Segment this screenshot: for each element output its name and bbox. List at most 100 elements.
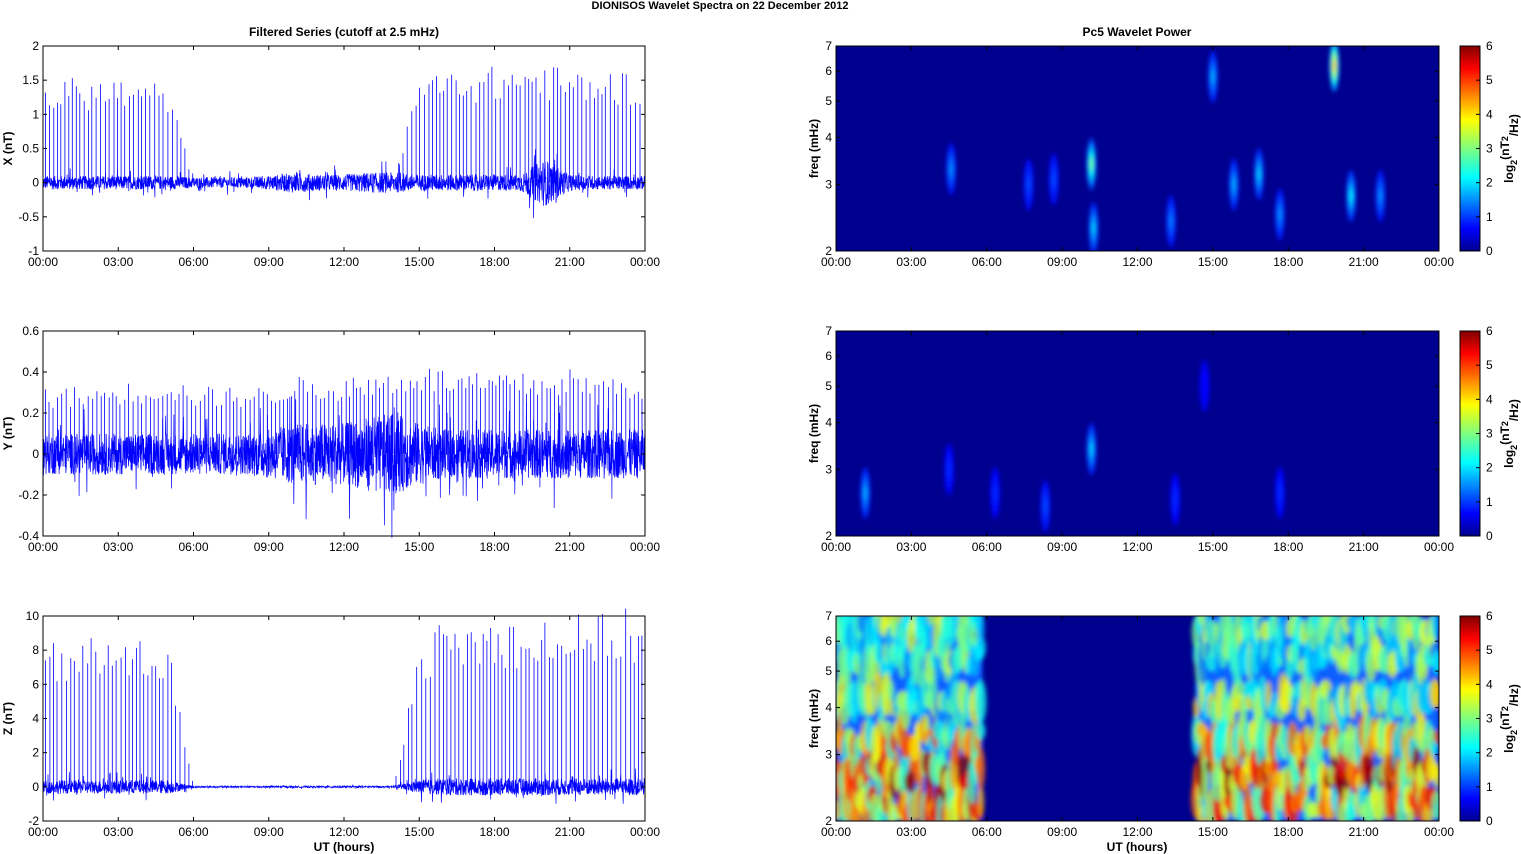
line-panel-1-xtick-label: 06:00 bbox=[178, 255, 208, 269]
line-panel-3-xtick-label: 21:00 bbox=[555, 825, 585, 839]
heatmap-panel-1-xtick-label: 21:00 bbox=[1349, 255, 1379, 269]
line-panel-1-ytick-label: 1.5 bbox=[22, 73, 39, 87]
heatmap-panel-2-power-blob bbox=[863, 486, 867, 500]
line-panel-2-ytick-label: 0 bbox=[32, 447, 39, 461]
heatmap-panel-2-blobs bbox=[860, 360, 1285, 533]
heatmap-panel-1-colorbar-tick-label: 2 bbox=[1486, 176, 1493, 190]
heatmap-panel-2-ytick-label: 2 bbox=[825, 529, 832, 543]
heatmap-panel-3-power-cell bbox=[976, 616, 985, 647]
line-panel-3-xtick-label: 18:00 bbox=[479, 825, 509, 839]
line-panel-3-xtick-label: 06:00 bbox=[178, 825, 208, 839]
line-panel-1-xtick-label: 18:00 bbox=[479, 255, 509, 269]
line-panel-2-xtick-label: 09:00 bbox=[254, 540, 284, 554]
heatmap-panel-1-xtick-label: 00:00 bbox=[1424, 255, 1454, 269]
line-panel-3-xtick-label: 15:00 bbox=[404, 825, 434, 839]
heatmap-panel-2-xtick-label: 00:00 bbox=[821, 540, 851, 554]
heatmap-panel-3-ylabel: freq (mHz) bbox=[807, 689, 821, 748]
heatmap-panel-1-ytick-label: 7 bbox=[825, 39, 832, 53]
heatmap-panel-2-colorbar-tick-label: 6 bbox=[1486, 324, 1493, 338]
line-panel-1-xtick-label: 00:00 bbox=[28, 255, 58, 269]
line-panel-1-ytick-label: 2 bbox=[32, 39, 39, 53]
heatmap-panel-3-xtick-label: 21:00 bbox=[1349, 825, 1379, 839]
heatmap-panel-3-xtick-label: 09:00 bbox=[1047, 825, 1077, 839]
line-panel-2-xtick-label: 15:00 bbox=[404, 540, 434, 554]
heatmap-panel-3-power-cell bbox=[1432, 650, 1439, 675]
heatmap-panel-2-xtick-label: 06:00 bbox=[972, 540, 1002, 554]
line-panel-3-xtick-label: 09:00 bbox=[254, 825, 284, 839]
heatmap-panel-3-power-cell bbox=[881, 720, 893, 740]
line-panel-2-ytick-label: 0.2 bbox=[22, 406, 39, 420]
heatmap-panel-3-xtick-label: 06:00 bbox=[972, 825, 1002, 839]
line-panel-3-ytick-label: 8 bbox=[32, 643, 39, 657]
line-panel-2-xtick-label: 00:00 bbox=[630, 540, 660, 554]
line-panel-1-ylabel: X (nT) bbox=[1, 132, 15, 166]
heatmap-panel-2-power-blob bbox=[1089, 442, 1093, 456]
line-panel-2-xtick-label: 03:00 bbox=[103, 540, 133, 554]
line-panel-2-ytick-label: 0.4 bbox=[22, 365, 39, 379]
heatmap-panel-2-ytick-label: 3 bbox=[825, 463, 832, 477]
figure-title: DIONISOS Wavelet Spectra on 22 December … bbox=[592, 0, 849, 12]
heatmap-panel-2-power-blob bbox=[1173, 492, 1177, 506]
line-panel-1-xtick-label: 00:00 bbox=[630, 255, 660, 269]
heatmap-panel-2-ytick-label: 5 bbox=[825, 379, 832, 393]
line-panel-3-ytick-label: -2 bbox=[28, 814, 39, 828]
heatmap-panel-2-background bbox=[836, 331, 1439, 536]
heatmap-panel-3-power-cell bbox=[977, 785, 985, 818]
heatmap-panel-1-colorbar-tick-label: 4 bbox=[1486, 107, 1493, 121]
heatmap-panel-3-power-cell bbox=[1433, 763, 1439, 788]
line-panel-3-xtick-label: 00:00 bbox=[28, 825, 58, 839]
heatmap-panel-1-power-blob bbox=[1378, 189, 1382, 203]
heatmap-panel-3-image bbox=[836, 616, 1439, 821]
line-panel-3-ytick-label: 4 bbox=[32, 712, 39, 726]
heatmap-panel-1-ytick-label: 6 bbox=[825, 64, 832, 78]
heatmap-panel-2-colorbar-tick-label: 2 bbox=[1486, 461, 1493, 475]
heatmap-panel-3-xtick-label: 03:00 bbox=[896, 825, 926, 839]
heatmap-panel-1-power-blob bbox=[1257, 167, 1261, 181]
heatmap-panel-2-image bbox=[836, 331, 1439, 536]
heatmap-panel-2-xtick-label: 18:00 bbox=[1273, 540, 1303, 554]
heatmap-panel-1-colorbar-tick-label: 6 bbox=[1486, 39, 1493, 53]
line-panel-3-ytick-label: 10 bbox=[26, 609, 40, 623]
line-panel-2-ytick-label: -0.2 bbox=[18, 488, 39, 502]
line-panel-1-ytick-label: 1 bbox=[32, 107, 39, 121]
heatmap-panel-2-xtick-label: 21:00 bbox=[1349, 540, 1379, 554]
heatmap-panel-1-colorbar-tick-label: 0 bbox=[1486, 244, 1493, 258]
heatmap-panel-3-power-cell bbox=[1434, 616, 1439, 637]
heatmap-panel-2-power-blob bbox=[947, 463, 951, 477]
x-axis-label-right: UT (hours) bbox=[1107, 840, 1168, 854]
heatmap-panel-1-power-blob bbox=[1232, 178, 1236, 192]
heatmap-panel-3-xtick-label: 15:00 bbox=[1198, 825, 1228, 839]
line-panel-2-xtick-label: 18:00 bbox=[479, 540, 509, 554]
heatmap-panel-3-power-cell bbox=[974, 679, 987, 724]
heatmap-panel-3-power-cell bbox=[1434, 729, 1439, 745]
heatmap-panel-3-colorbar-label: log2(nT2/Hz) bbox=[1498, 684, 1521, 753]
heatmap-panel-1-xtick-label: 18:00 bbox=[1273, 255, 1303, 269]
heatmap-panel-3-ytick-label: 3 bbox=[825, 748, 832, 762]
heatmap-panel-3-power-cell bbox=[1201, 699, 1209, 721]
heatmap-panel-3-colorbar-tick-label: 3 bbox=[1486, 712, 1493, 726]
line-panel-3-ytick-label: 6 bbox=[32, 677, 39, 691]
heatmap-panel-3-xtick-label: 00:00 bbox=[1424, 825, 1454, 839]
heatmap-panel-1-xtick-label: 03:00 bbox=[896, 255, 926, 269]
heatmap-panel-1-xtick-label: 09:00 bbox=[1047, 255, 1077, 269]
line-panel-3-ytick-label: 2 bbox=[32, 746, 39, 760]
line-panel-1-ytick-label: 0 bbox=[32, 176, 39, 190]
heatmap-panel-1-power-blob bbox=[1052, 172, 1056, 186]
line-panel-3-ytick-label: 0 bbox=[32, 780, 39, 794]
line-panel-3-xtick-label: 00:00 bbox=[630, 825, 660, 839]
heatmap-panel-1-xtick-label: 06:00 bbox=[972, 255, 1002, 269]
heatmap-panel-2-power-blob bbox=[1203, 379, 1206, 393]
heatmap-panel-1-blobs bbox=[946, 46, 1386, 251]
heatmap-panel-2-xtick-label: 00:00 bbox=[1424, 540, 1454, 554]
line-panel-2-xtick-label: 06:00 bbox=[178, 540, 208, 554]
line-panel-2-xtick-label: 21:00 bbox=[555, 540, 585, 554]
heatmap-panel-3-xtick-label: 18:00 bbox=[1273, 825, 1303, 839]
heatmap-panel-1-xtick-label: 12:00 bbox=[1122, 255, 1152, 269]
line-panel-2-ytick-label: -0.4 bbox=[18, 529, 39, 543]
heatmap-panel-2-ytick-label: 4 bbox=[825, 416, 832, 430]
heatmap-panel-1-power-blob bbox=[1169, 214, 1173, 228]
heatmap-panel-1-colorbar-tick-label: 5 bbox=[1486, 73, 1493, 87]
heatmap-panel-3-xtick-label: 12:00 bbox=[1122, 825, 1152, 839]
heatmap-panel-1-power-blob bbox=[1349, 189, 1353, 203]
